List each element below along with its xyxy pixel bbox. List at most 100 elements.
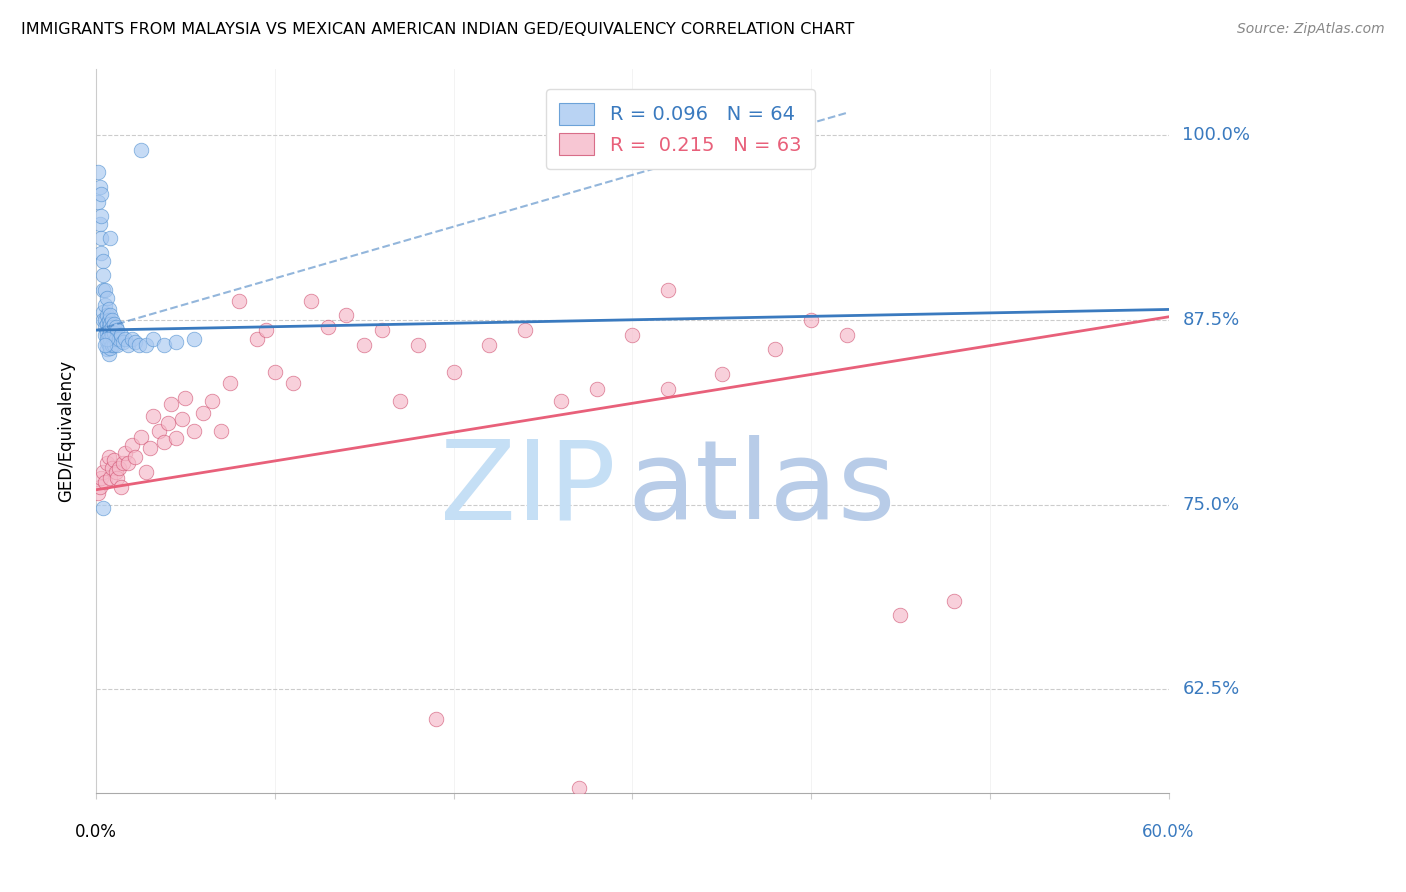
Point [103,326,125,340]
Point [89,179,111,194]
Point [153,435,176,450]
Point [800,313,823,327]
Point [90,471,112,485]
Point [110,327,132,342]
Text: 100.0%: 100.0% [1182,126,1250,144]
Point [96,456,118,470]
Point [91,268,114,283]
Point [209,424,232,438]
Point [263,365,285,379]
Point [108,332,131,346]
Text: 60.0%: 60.0% [1142,823,1195,841]
Point [183,424,205,438]
Point [97,347,120,361]
Point [98,332,121,346]
Point [406,338,429,352]
Point [165,334,187,349]
Point [91,253,114,268]
Text: ZIP: ZIP [440,435,616,542]
Point [371,323,394,337]
Point [98,231,121,245]
Point [96,326,118,340]
Point [96,317,118,331]
Point [101,313,124,327]
Point [107,471,129,485]
Point [90,187,112,202]
Point [101,320,124,334]
Point [943,593,966,607]
Point [103,453,125,467]
Point [621,327,644,342]
Point [443,365,465,379]
Point [91,305,114,319]
Point [121,438,143,452]
Point [91,283,114,297]
Point [142,409,165,423]
Point [98,341,121,355]
Point [148,424,170,438]
Text: Source: ZipAtlas.com: Source: ZipAtlas.com [1237,22,1385,37]
Point [281,376,304,391]
Point [165,431,187,445]
Point [104,332,127,346]
Text: 87.5%: 87.5% [1182,310,1240,329]
Point [111,456,134,470]
Point [94,475,117,490]
Point [96,291,118,305]
Point [129,429,152,443]
Point [101,460,124,475]
Point [87,194,110,209]
Point [135,338,157,352]
Point [299,293,322,308]
Point [183,332,205,346]
Point [94,313,117,327]
Point [97,302,120,317]
Point [98,309,121,323]
Point [96,334,118,349]
Point [513,323,536,337]
Point [478,338,501,352]
Point [98,323,121,337]
Point [121,332,143,346]
Text: 0.0%: 0.0% [75,823,117,841]
Point [114,332,136,346]
Point [425,712,447,726]
Point [104,465,127,479]
Text: atlas: atlas [627,435,896,542]
Point [246,332,269,346]
Point [128,338,150,352]
Point [94,338,117,352]
Point [228,293,250,308]
Point [170,412,193,426]
Point [111,334,134,349]
Point [318,320,340,334]
Text: 62.5%: 62.5% [1182,681,1240,698]
Point [96,309,118,323]
Point [98,317,121,331]
Point [90,231,112,245]
Point [97,313,120,327]
Point [97,450,120,465]
Point [353,338,375,352]
Point [96,332,118,346]
Point [710,368,733,382]
Point [108,460,131,475]
Point [91,500,114,515]
Point [117,338,139,352]
Point [568,781,591,796]
Point [101,327,124,342]
Point [97,320,120,334]
Point [110,480,132,494]
Legend: R = 0.096   N = 64, R =  0.215   N = 63: R = 0.096 N = 64, R = 0.215 N = 63 [546,89,815,169]
Point [153,338,176,352]
Point [160,397,183,411]
Point [107,323,129,337]
Point [90,246,112,260]
Point [219,376,242,391]
Point [87,165,110,179]
Y-axis label: GED/Equivalency: GED/Equivalency [58,359,75,501]
Text: IMMIGRANTS FROM MALAYSIA VS MEXICAN AMERICAN INDIAN GED/EQUIVALENCY CORRELATION : IMMIGRANTS FROM MALAYSIA VS MEXICAN AMER… [21,22,855,37]
Point [97,327,120,342]
Text: 75.0%: 75.0% [1182,496,1240,514]
Point [87,485,110,500]
